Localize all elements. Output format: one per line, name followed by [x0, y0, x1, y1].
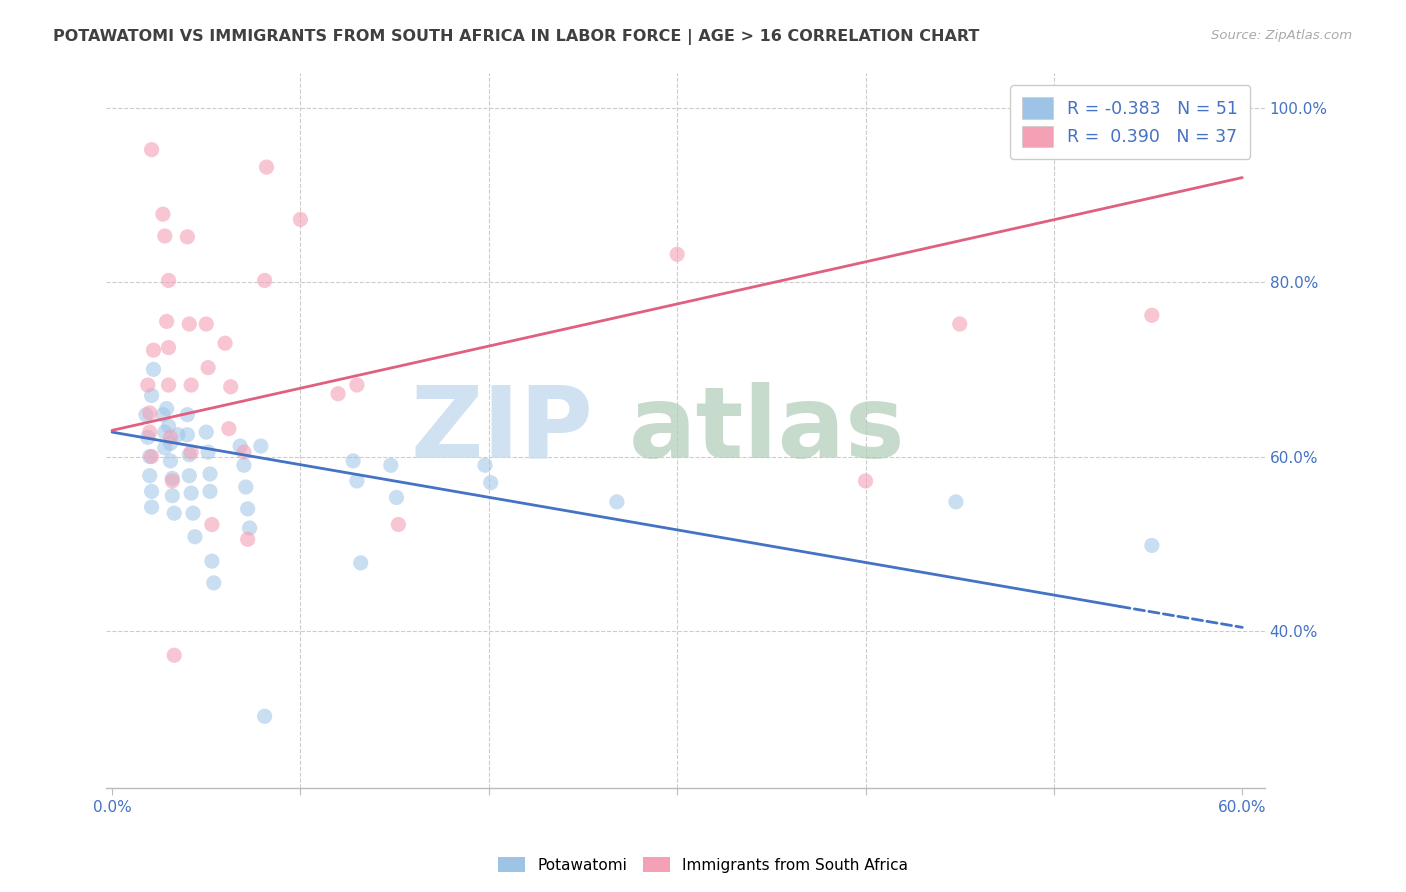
Point: [253, 709, 276, 723]
Point: [855, 474, 877, 488]
Point: [142, 362, 165, 376]
Point: [141, 388, 163, 402]
Point: [385, 491, 408, 505]
Point: [138, 406, 160, 420]
Point: [152, 207, 174, 221]
Point: [253, 273, 276, 287]
Point: [229, 439, 252, 453]
Point: [256, 160, 278, 174]
Point: [159, 430, 181, 444]
Text: ZIP: ZIP: [411, 382, 593, 479]
Point: [195, 425, 218, 439]
Point: [157, 273, 180, 287]
Point: [153, 229, 176, 244]
Point: [197, 445, 219, 459]
Legend: R = -0.383   N = 51, R =  0.390   N = 37: R = -0.383 N = 51, R = 0.390 N = 37: [1010, 86, 1250, 159]
Point: [184, 530, 207, 544]
Point: [290, 212, 312, 227]
Point: [380, 458, 402, 473]
Point: [479, 475, 502, 490]
Point: [180, 378, 202, 392]
Point: [162, 474, 184, 488]
Point: [180, 486, 202, 500]
Point: [162, 471, 184, 485]
Point: [163, 506, 186, 520]
Point: [181, 506, 204, 520]
Point: [141, 484, 163, 499]
Point: [342, 454, 364, 468]
Point: [198, 467, 221, 481]
Point: [153, 425, 176, 439]
Point: [236, 501, 259, 516]
Point: [238, 521, 260, 535]
Point: [152, 408, 174, 422]
Point: [474, 458, 496, 473]
Point: [949, 317, 972, 331]
Point: [1140, 308, 1163, 322]
Point: [945, 495, 967, 509]
Point: [138, 450, 160, 464]
Point: [198, 484, 221, 499]
Point: [197, 360, 219, 375]
Point: [350, 556, 373, 570]
Point: [157, 419, 180, 434]
Point: [179, 468, 201, 483]
Legend: Potawatomi, Immigrants from South Africa: Potawatomi, Immigrants from South Africa: [494, 852, 912, 877]
Point: [141, 500, 163, 514]
Point: [218, 422, 240, 436]
Point: [346, 378, 368, 392]
Point: [136, 378, 159, 392]
Point: [179, 317, 201, 331]
Point: [176, 427, 198, 442]
Point: [156, 314, 179, 328]
Point: [176, 230, 198, 244]
Point: [235, 480, 257, 494]
Point: [201, 554, 224, 568]
Point: [159, 436, 181, 450]
Text: POTAWATOMI VS IMMIGRANTS FROM SOUTH AFRICA IN LABOR FORCE | AGE > 16 CORRELATION: POTAWATOMI VS IMMIGRANTS FROM SOUTH AFRI…: [53, 29, 980, 45]
Point: [156, 401, 179, 416]
Point: [180, 445, 202, 459]
Point: [157, 378, 180, 392]
Point: [201, 517, 224, 532]
Point: [135, 408, 157, 422]
Point: [142, 343, 165, 358]
Point: [326, 386, 349, 401]
Point: [163, 648, 186, 663]
Point: [250, 439, 273, 453]
Point: [153, 441, 176, 455]
Point: [167, 427, 190, 442]
Point: [1140, 538, 1163, 552]
Point: [666, 247, 689, 261]
Point: [138, 425, 160, 439]
Point: [214, 336, 236, 351]
Point: [176, 408, 198, 422]
Point: [157, 341, 180, 355]
Point: [387, 517, 409, 532]
Point: [219, 380, 242, 394]
Point: [141, 143, 163, 157]
Point: [136, 430, 159, 444]
Point: [232, 445, 254, 459]
Point: [179, 448, 201, 462]
Point: [346, 474, 368, 488]
Point: [141, 450, 163, 464]
Point: [606, 495, 628, 509]
Point: [138, 468, 160, 483]
Text: Source: ZipAtlas.com: Source: ZipAtlas.com: [1212, 29, 1353, 42]
Point: [236, 533, 259, 547]
Point: [162, 489, 184, 503]
Text: atlas: atlas: [628, 382, 905, 479]
Point: [202, 575, 225, 590]
Point: [232, 458, 254, 473]
Point: [159, 454, 181, 468]
Point: [195, 317, 218, 331]
